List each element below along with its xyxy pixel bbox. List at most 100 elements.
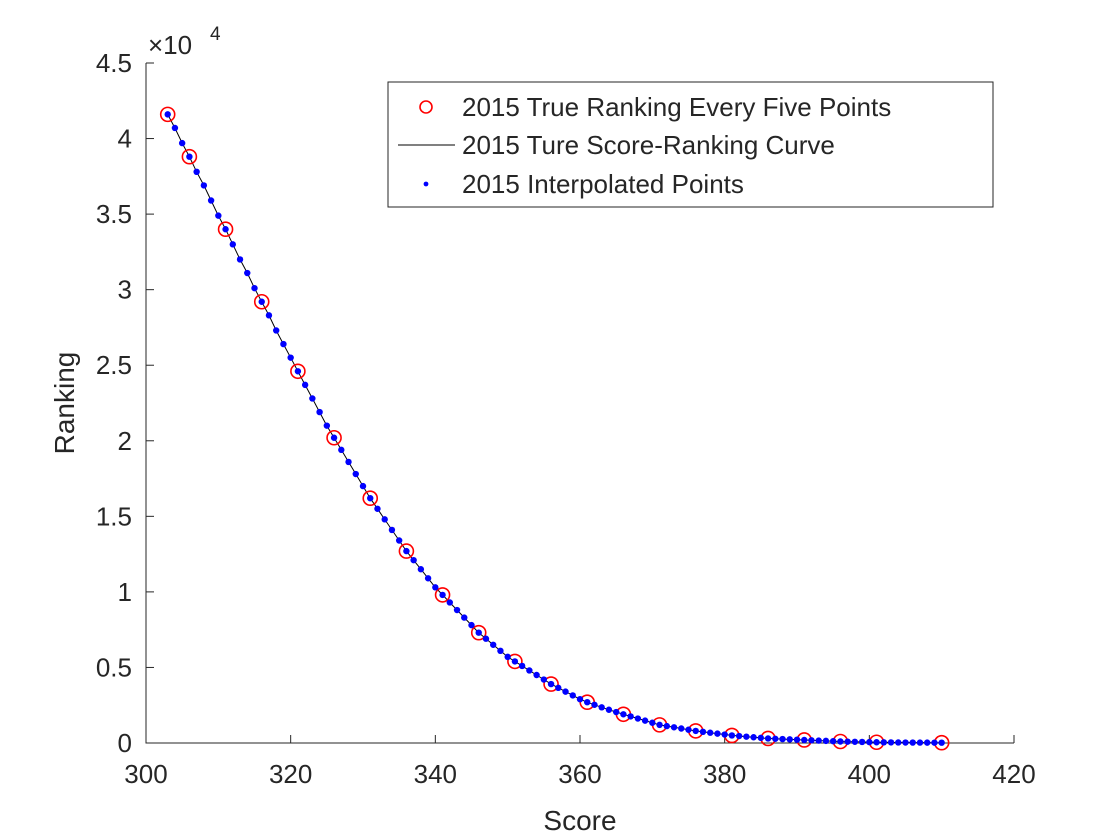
interpolated-point bbox=[786, 736, 793, 743]
x-tick-label: 380 bbox=[703, 759, 746, 789]
interpolated-point bbox=[735, 732, 743, 740]
interpolated-point bbox=[750, 734, 757, 741]
true-ranking-point bbox=[362, 490, 379, 507]
y-axis-exponent: ×10 4 bbox=[148, 24, 221, 60]
interpolated-point bbox=[851, 738, 859, 745]
interpolated-point bbox=[866, 738, 873, 746]
legend-box bbox=[387, 81, 994, 208]
interpolated-point bbox=[309, 395, 316, 402]
interpolated-point bbox=[779, 735, 786, 743]
interpolated-point bbox=[367, 495, 374, 502]
interpolated-point bbox=[374, 505, 381, 512]
legend-label-interpolated: 2015 Interpolated Points bbox=[462, 169, 744, 199]
interpolated-point bbox=[685, 726, 692, 733]
interpolated-point bbox=[526, 667, 533, 674]
interpolated-point bbox=[453, 606, 461, 614]
interpolated-point bbox=[403, 547, 410, 555]
interpolated-point bbox=[273, 327, 280, 334]
interpolated-point bbox=[714, 730, 721, 737]
true-ranking-point bbox=[507, 653, 523, 670]
interpolated-point bbox=[417, 566, 425, 573]
y-tick-label: 0.5 bbox=[96, 652, 132, 682]
y-tick-label: 2 bbox=[118, 426, 132, 456]
interpolated-point bbox=[721, 731, 728, 738]
interpolated-point bbox=[518, 662, 526, 670]
x-ticks: 300 320 340 360 380 400 420 bbox=[124, 735, 1036, 789]
interpolated-point bbox=[887, 739, 895, 746]
interpolated-point bbox=[171, 124, 179, 132]
interpolated-point bbox=[699, 728, 707, 736]
interpolated-point bbox=[446, 599, 453, 606]
interpolated-point bbox=[663, 722, 670, 730]
interpolated-point bbox=[490, 641, 497, 648]
interpolated-point bbox=[598, 704, 605, 711]
true-ranking-point bbox=[253, 293, 270, 310]
true-ranking-point bbox=[326, 429, 342, 446]
y-tick-label: 4 bbox=[118, 124, 132, 154]
interpolated-point bbox=[822, 737, 830, 745]
interpolated-point bbox=[482, 635, 490, 642]
y-axis-label: Ranking bbox=[49, 352, 80, 455]
interpolated-point bbox=[359, 482, 367, 490]
interpolated-point bbox=[178, 139, 186, 147]
interpolated-point bbox=[294, 368, 302, 375]
legend-label-curve: 2015 Ture Score-Ranking Curve bbox=[462, 130, 835, 160]
interpolated-point bbox=[222, 226, 229, 233]
true-ranking-point bbox=[290, 363, 306, 380]
interpolated-point bbox=[858, 738, 866, 746]
interpolated-point bbox=[186, 153, 193, 160]
interpolated-point bbox=[432, 584, 439, 591]
interpolated-point bbox=[605, 706, 613, 713]
interpolated-point bbox=[815, 737, 822, 744]
true-ranking-point bbox=[543, 676, 559, 692]
interpolated-point bbox=[880, 739, 887, 746]
y-tick-label: 0 bbox=[118, 728, 132, 758]
legend-dot-marker bbox=[423, 181, 429, 187]
y-tick-label: 2.5 bbox=[96, 350, 132, 380]
interpolated-point bbox=[764, 735, 772, 742]
interpolated-point bbox=[388, 526, 396, 534]
interpolated-point bbox=[916, 739, 924, 746]
interpolated-point bbox=[287, 354, 294, 361]
interpolated-point bbox=[692, 727, 699, 735]
interpolated-point bbox=[938, 739, 945, 746]
interpolated-point bbox=[193, 168, 200, 175]
interpolated-point bbox=[330, 434, 338, 441]
true-ranking-point bbox=[217, 221, 234, 238]
true-ranking-point bbox=[159, 106, 176, 123]
interpolated-point bbox=[576, 695, 584, 703]
interpolated-point bbox=[808, 737, 815, 744]
y-tick-label: 3.5 bbox=[96, 199, 132, 229]
interpolated-point bbox=[728, 732, 736, 739]
x-tick-label: 320 bbox=[269, 759, 312, 789]
interpolated-point bbox=[627, 713, 634, 720]
interpolated-point bbox=[641, 717, 649, 724]
interpolated-point bbox=[540, 676, 548, 683]
legend-circle-marker bbox=[419, 100, 433, 114]
true-ranking-point bbox=[398, 543, 415, 559]
series-dots bbox=[164, 111, 945, 746]
interpolated-point bbox=[301, 381, 309, 389]
interpolated-point bbox=[873, 739, 880, 746]
x-tick-label: 420 bbox=[992, 759, 1035, 789]
interpolated-point bbox=[497, 647, 504, 655]
interpolated-point bbox=[424, 575, 432, 582]
interpolated-point bbox=[743, 733, 750, 740]
interpolated-point bbox=[236, 256, 244, 263]
interpolated-point bbox=[338, 446, 345, 454]
interpolated-point bbox=[909, 739, 916, 746]
interpolated-point bbox=[244, 269, 251, 277]
interpolated-point bbox=[924, 739, 931, 746]
interpolated-point bbox=[533, 671, 540, 679]
true-ranking-point bbox=[470, 624, 487, 641]
y-tick-label: 1 bbox=[118, 577, 132, 607]
legend: 2015 True Ranking Every Five Points 2015… bbox=[387, 81, 994, 208]
interpolated-point bbox=[670, 724, 678, 731]
x-tick-label: 400 bbox=[848, 759, 891, 789]
interpolated-point bbox=[591, 701, 598, 708]
interpolated-point bbox=[656, 721, 663, 729]
interpolated-point bbox=[323, 422, 331, 429]
interpolated-point bbox=[511, 658, 519, 665]
interpolated-point bbox=[229, 241, 236, 248]
interpolated-point bbox=[164, 111, 171, 118]
